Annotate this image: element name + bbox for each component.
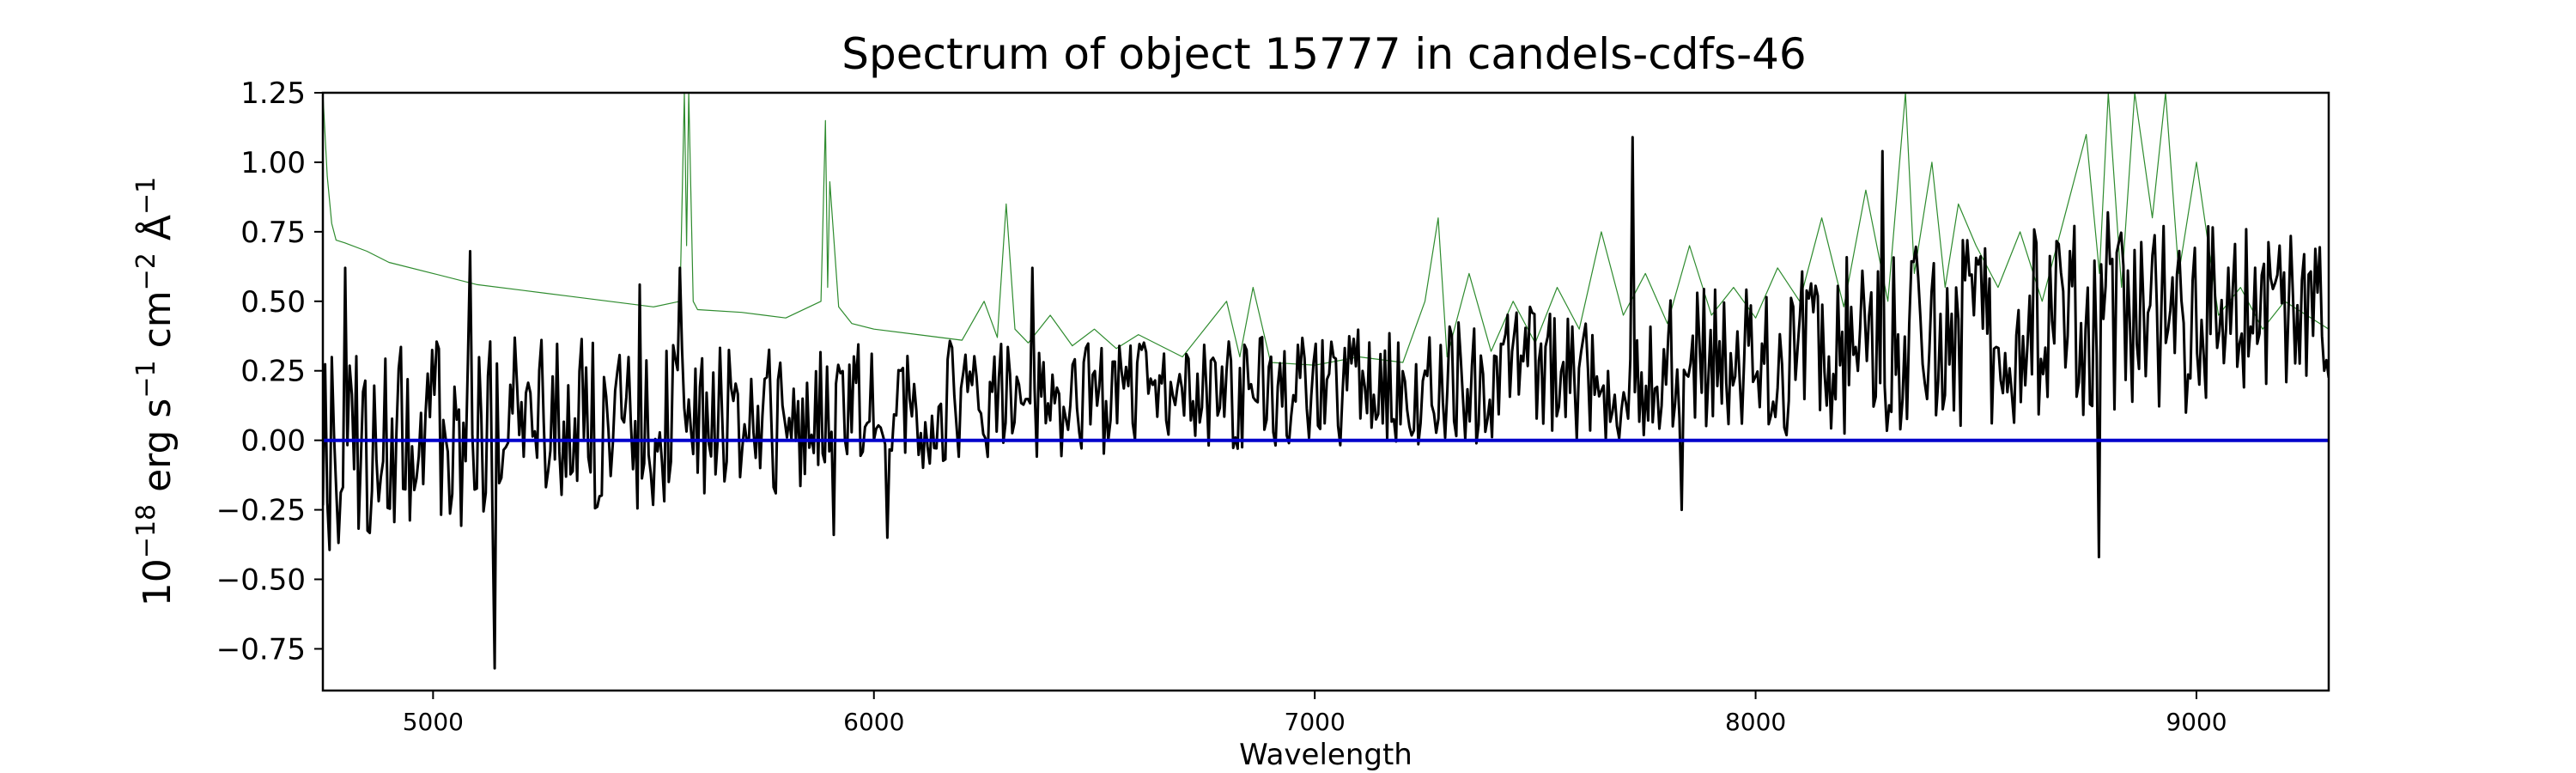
y-label-unit3: Å [134,215,179,253]
y-tick-label: −0.75 [216,632,306,666]
y-label-base: 10 [136,558,179,606]
y-tick-label: 0.75 [240,216,306,250]
y-label-exp3: −1 [131,177,161,215]
y-label-exp: −18 [131,504,161,558]
y-tick-label: 1.00 [240,146,306,180]
y-tick-label: 0.00 [240,424,306,459]
error-spectrum-line [323,93,2329,366]
y-tick-label: 0.25 [240,355,306,389]
y-axis: 1.25 1.00 0.75 0.50 0.25 0.00 −0.25 −0.50 −0.75 [216,76,323,666]
x-axis-label: Wavelength [1239,738,1413,772]
y-label-unit2: cm [136,290,179,360]
y-tick-label: −0.50 [216,563,306,598]
series-layer [323,93,2329,670]
x-tick-label: 5000 [403,708,464,736]
x-axis: 5000 6000 7000 8000 9000 [403,691,2227,736]
chart-title: Spectrum of object 15777 in candels-cdfs… [841,29,1807,79]
y-tick-label: 1.25 [240,76,306,111]
x-tick-label: 8000 [1725,708,1786,736]
y-tick-label: −0.25 [216,494,306,528]
x-tick-label: 9000 [2166,708,2227,736]
y-axis-label: 10−18 erg s−1 cm−2 Å−1 [131,177,179,606]
flux-spectrum-line [323,136,2329,670]
y-label-exp2: −2 [131,253,161,290]
x-tick-label: 7000 [1285,708,1346,736]
y-label-unit1: erg s [136,399,179,504]
x-tick-label: 6000 [843,708,904,736]
y-tick-label: 0.50 [240,285,306,320]
y-label-exp1: −1 [131,360,161,398]
plot-frame [321,91,2330,692]
